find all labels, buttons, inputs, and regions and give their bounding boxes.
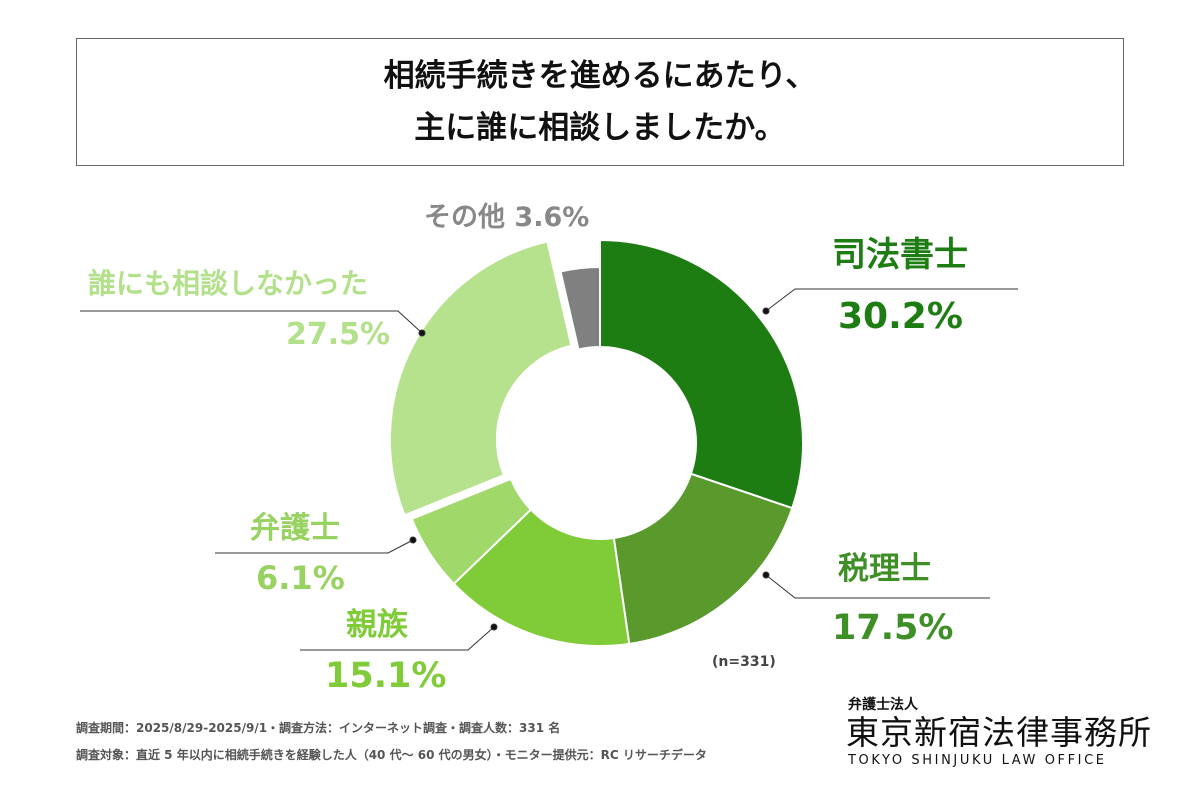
leader-dot-bengoshi xyxy=(409,536,417,544)
value-bengoshi: 6.1% xyxy=(256,559,345,597)
title-line-2: 主に誰に相談しましたか。 xyxy=(414,110,786,146)
leader-dot-nobody xyxy=(418,329,426,337)
leader-line-shinzoku xyxy=(300,626,495,651)
label-other-name: その他 xyxy=(424,202,505,233)
value-nobody: 27.5% xyxy=(286,317,391,352)
label-zeirishi: 税理士 xyxy=(838,551,931,587)
label-bengoshi: 弁護士 xyxy=(250,511,340,546)
leader-line-nobody xyxy=(80,310,423,334)
slice-shinzoku xyxy=(452,508,631,647)
footer-survey-period: 調査期間：2025/8/29-2025/9/1・調査方法：インターネット調査・調… xyxy=(76,721,561,735)
leader-line-shihoshoshi xyxy=(765,288,1018,312)
title-line-1: 相続手続きを進めるにあたり、 xyxy=(383,58,817,94)
slice-shihoshoshi xyxy=(599,238,804,510)
value-shinzoku: 15.1% xyxy=(325,656,447,696)
slice-bengoshi xyxy=(410,477,533,586)
leader-dot-zeirishi xyxy=(762,571,770,579)
leader-line-zeirishi xyxy=(765,574,990,599)
sample-size-note: (n=331) xyxy=(712,654,776,670)
slice-zeirishi xyxy=(612,472,794,646)
slice-other xyxy=(559,265,601,351)
chart-title: 相続手続きを進めるにあたり、 主に誰に相談しましたか。 xyxy=(76,38,1124,166)
label-shinzoku: 親族 xyxy=(346,607,408,643)
leader-line-bengoshi xyxy=(215,539,414,554)
logo-main-text: 東京新宿法律事務所 xyxy=(846,713,1152,752)
logo-small-text: 弁護士法人 xyxy=(848,697,918,713)
slice-nobody xyxy=(388,240,573,517)
value-shihoshoshi: 30.2% xyxy=(838,296,963,337)
label-nobody: 誰にも相談しなかった xyxy=(88,267,369,300)
leader-dot-shihoshoshi xyxy=(762,307,770,315)
footer-survey-target: 調査対象：直近 5 年以内に相続手続きを経験した人（40 代〜 60 代の男女）… xyxy=(76,748,707,762)
logo-english-text: TOKYO SHINJUKU LAW OFFICE xyxy=(848,753,1107,768)
value-zeirishi: 17.5% xyxy=(832,608,954,648)
label-shihoshoshi: 司法書士 xyxy=(832,235,968,275)
leader-dot-shinzoku xyxy=(490,623,498,631)
value-other: 3.6% xyxy=(514,202,590,233)
label-other: その他 3.6% xyxy=(424,202,589,233)
